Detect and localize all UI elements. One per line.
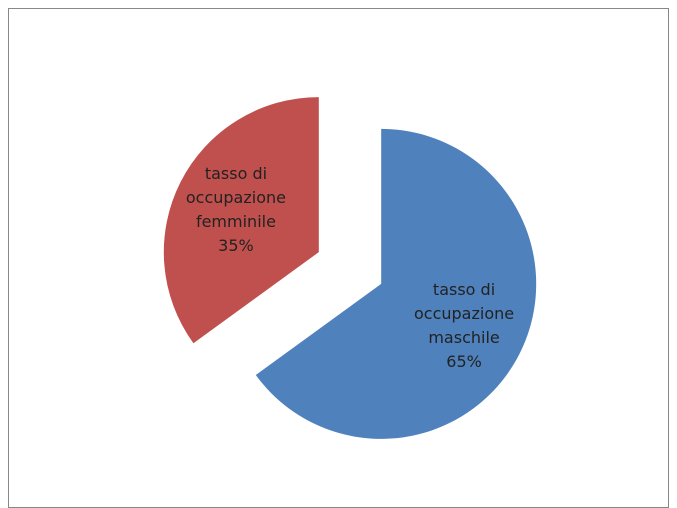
slice-category: tasso di occupazione maschile bbox=[413, 280, 515, 348]
pie-slice bbox=[255, 128, 537, 439]
slice-value: 65% bbox=[446, 352, 482, 372]
slice-value: 35% bbox=[218, 235, 254, 255]
slice-category: tasso di occupazione femminile bbox=[185, 163, 286, 231]
pie-slice bbox=[163, 97, 319, 344]
data-label: tasso di occupazione femminile 35% bbox=[178, 162, 294, 258]
data-label: tasso di occupazione maschile 65% bbox=[406, 278, 522, 374]
